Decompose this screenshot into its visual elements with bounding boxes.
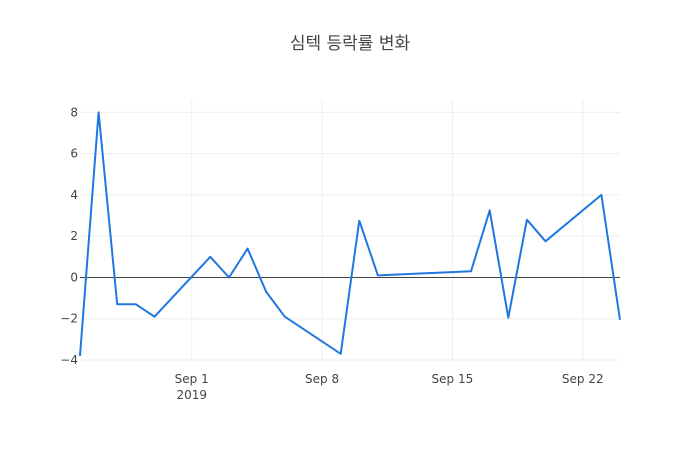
- x-tick-label: Sep 1: [175, 372, 209, 386]
- y-tick-label: 0: [70, 270, 78, 284]
- chart-title: 심텍 등락률 변화: [290, 34, 411, 54]
- x-axis-ticks: Sep 1 2019 Sep 8 Sep 15 Sep 22: [175, 372, 604, 402]
- grid: [80, 100, 620, 361]
- y-tick-label: 8: [70, 105, 78, 119]
- y-tick-label: 4: [70, 188, 78, 202]
- series-line: [79, 111, 621, 356]
- series-layer: [79, 111, 621, 356]
- y-tick-label: 2: [70, 229, 78, 243]
- y-tick-label: −2: [60, 312, 78, 326]
- x-tick-label: Sep 15: [432, 372, 474, 386]
- y-axis-ticks: −4 −2 0 2 4 6 8: [60, 105, 78, 367]
- x-tick-label: Sep 8: [305, 372, 339, 386]
- y-tick-label: −4: [60, 353, 78, 367]
- x-tick-year-label: 2019: [176, 388, 207, 402]
- y-tick-label: 6: [70, 147, 78, 161]
- x-tick-label: Sep 22: [562, 372, 604, 386]
